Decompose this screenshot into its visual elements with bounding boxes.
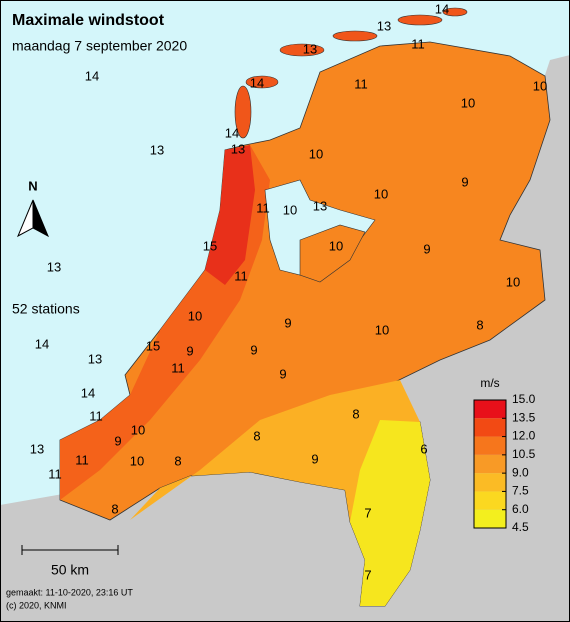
station-value: 10 <box>188 308 202 323</box>
legend-tick-label: 7.5 <box>512 484 529 498</box>
inland-zone <box>130 380 430 606</box>
station-value: 11 <box>234 268 248 283</box>
flevoland <box>299 224 366 283</box>
station-value: 11 <box>48 466 62 481</box>
station-value: 10 <box>309 146 323 161</box>
station-value: 8 <box>111 501 118 516</box>
station-value: 13 <box>303 41 317 56</box>
station-value: 14 <box>250 75 264 90</box>
station-value: 11 <box>411 36 425 51</box>
station-value: 8 <box>476 317 483 332</box>
station-value: 9 <box>186 343 193 358</box>
station-value: 9 <box>423 241 430 256</box>
legend-tick-label: 12.0 <box>512 429 536 443</box>
legend-tick-label: 13.5 <box>512 410 536 424</box>
station-value: 8 <box>352 406 359 421</box>
legend-band <box>474 436 506 455</box>
station-value: 13 <box>231 141 245 156</box>
station-value: 9 <box>279 366 286 381</box>
station-value: 11 <box>171 360 185 375</box>
legend-frame <box>473 399 507 529</box>
legend-title: m/s <box>480 376 499 390</box>
legend-tick-label: 10.5 <box>512 447 536 461</box>
legend-tick-label: 6.0 <box>512 502 529 516</box>
station-value: 14 <box>225 125 239 140</box>
station-value: 10 <box>461 95 475 110</box>
station-value: 8 <box>174 453 181 468</box>
subtitle: maandag 7 september 2020 <box>12 38 187 54</box>
station-value: 13 <box>47 259 61 274</box>
north-label: N <box>28 178 37 193</box>
legend-tick-label: 15.0 <box>512 392 536 406</box>
legend-band <box>474 491 506 510</box>
wadden-islands <box>234 7 468 139</box>
station-value: 15 <box>203 238 217 253</box>
title: Maximale windstoot <box>12 12 165 29</box>
legend-band <box>474 418 506 437</box>
station-value: 8 <box>253 428 260 443</box>
station-value: 10 <box>131 422 145 437</box>
station-value: 11 <box>89 408 103 423</box>
station-value: 14 <box>35 336 49 351</box>
station-value: 10 <box>375 322 389 337</box>
station-value: 14 <box>435 1 449 16</box>
limburg-zone <box>350 420 430 606</box>
station-value: 13 <box>377 18 391 33</box>
station-value: 9 <box>284 315 291 330</box>
station-value: 10 <box>283 202 297 217</box>
station-value: 7 <box>364 567 371 582</box>
scale-label: 50 km <box>51 562 89 578</box>
station-value: 9 <box>311 451 318 466</box>
station-count: 52 stations <box>12 301 80 317</box>
station-value: 13 <box>150 142 164 157</box>
station-value: 6 <box>420 441 427 456</box>
station-value: 13 <box>313 198 327 213</box>
legend-band <box>474 509 506 528</box>
legend-band <box>474 400 506 419</box>
station-value: 10 <box>506 274 520 289</box>
legend-band <box>474 454 506 474</box>
legend-tick-label: 9.0 <box>512 465 529 479</box>
station-value: 13 <box>30 441 44 456</box>
footer-copyright: (c) 2020, KNMI <box>6 600 67 610</box>
station-value: 11 <box>75 452 89 467</box>
station-value: 10 <box>374 186 388 201</box>
station-value: 10 <box>130 453 144 468</box>
station-value: 15 <box>146 338 160 353</box>
station-value: 9 <box>461 174 468 189</box>
station-value: 9 <box>250 342 257 357</box>
station-value: 14 <box>81 385 95 400</box>
legend-tick-label: 4.5 <box>512 520 529 534</box>
station-value: 11 <box>354 76 368 91</box>
station-value: 7 <box>364 505 371 520</box>
station-value: 9 <box>114 433 121 448</box>
coastal-peak <box>205 145 255 285</box>
station-value: 14 <box>85 68 99 83</box>
station-value: 11 <box>256 200 270 215</box>
station-value: 13 <box>88 351 102 366</box>
footer-made: gemaakt: 11-10-2020, 23:16 UT <box>6 587 133 597</box>
station-value: 10 <box>329 238 343 253</box>
compass-right <box>32 199 49 238</box>
legend-band <box>474 473 506 492</box>
station-value: 10 <box>533 78 547 93</box>
